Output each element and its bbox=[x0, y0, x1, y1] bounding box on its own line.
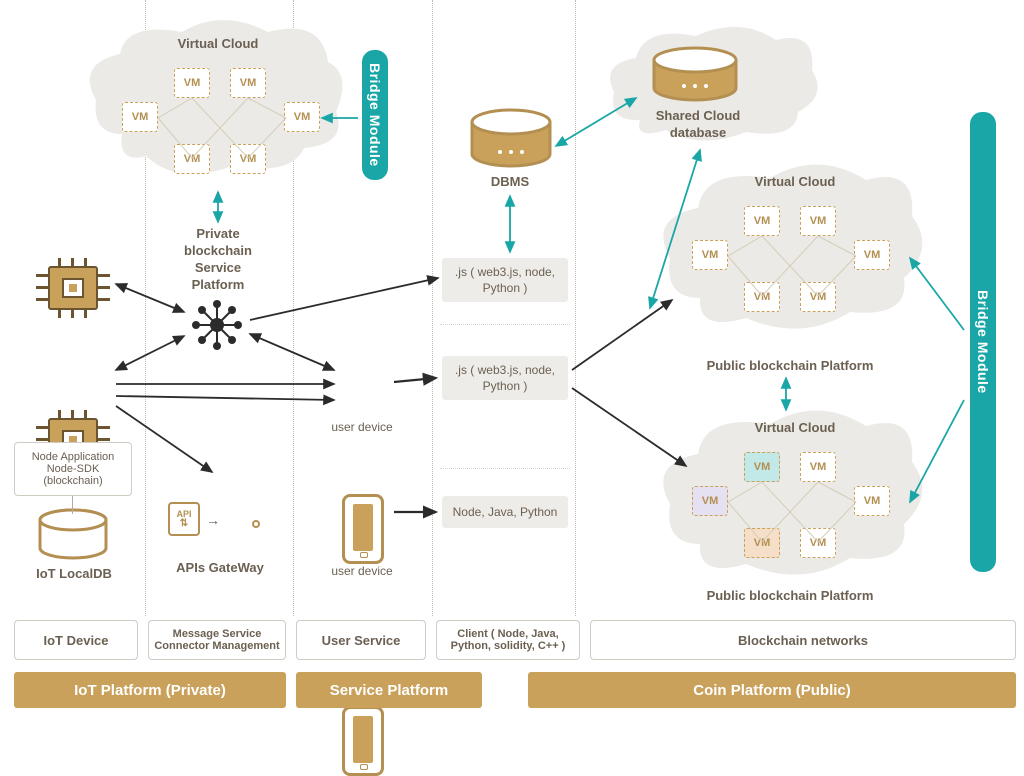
cloud-pub2-title: Virtual Cloud bbox=[740, 420, 850, 437]
cloud-gear-dot bbox=[252, 520, 260, 528]
api-gateway-label: APIs GateWay bbox=[160, 560, 280, 577]
js-box-1: .js ( web3.js, node, Python ) bbox=[442, 258, 568, 302]
localdb-cylinder bbox=[36, 508, 110, 562]
tier-msg: Message Service Connector Management bbox=[148, 620, 286, 660]
node-app-box: Node Application Node-SDK (blockchain) bbox=[14, 442, 132, 496]
api-box-icon: API ⇅ bbox=[168, 502, 200, 536]
shared-db-cylinder bbox=[648, 46, 742, 106]
dbms-cylinder bbox=[466, 108, 556, 172]
phone-icon bbox=[342, 706, 384, 776]
tier-iot-device: IoT Device bbox=[14, 620, 138, 660]
shared-cloud-title: Shared Cloud database bbox=[628, 108, 768, 142]
arrow-small: → bbox=[206, 512, 220, 528]
phone-icon bbox=[342, 494, 384, 564]
hub-icon bbox=[190, 298, 244, 352]
vm-connectors-pub2 bbox=[692, 452, 892, 562]
connector-line bbox=[72, 496, 73, 514]
tier-client: Client ( Node, Java, Python, solidity, C… bbox=[436, 620, 580, 660]
platform-coin: Coin Platform (Public) bbox=[528, 672, 1016, 708]
tier-user-service: User Service bbox=[296, 620, 426, 660]
dbms-label: DBMS bbox=[480, 174, 540, 191]
node-box: Node, Java, Python bbox=[442, 496, 568, 528]
vm-connectors-pub1 bbox=[692, 206, 892, 316]
chip-icon bbox=[36, 258, 110, 318]
cloud-left-title: Virtual Cloud bbox=[158, 36, 278, 53]
platform-service: Service Platform bbox=[296, 672, 482, 708]
user-device-label: user device bbox=[314, 420, 410, 436]
divider bbox=[440, 324, 570, 325]
tier-bc-networks: Blockchain networks bbox=[590, 620, 1016, 660]
private-platform-label: Private blockchain Service Platform bbox=[168, 226, 268, 294]
localdb-label: IoT LocalDB bbox=[24, 566, 124, 583]
vm-connectors-left bbox=[122, 68, 322, 178]
pub-platform-label-1: Public blockchain Platform bbox=[680, 358, 900, 375]
divider bbox=[440, 468, 570, 469]
js-box-2: .js ( web3.js, node, Python ) bbox=[442, 356, 568, 400]
user-device-label: user device bbox=[314, 564, 410, 580]
pub-platform-label-2: Public blockchain Platform bbox=[680, 588, 900, 605]
cloud-pub1-title: Virtual Cloud bbox=[740, 174, 850, 191]
bridge-module-left: Bridge Module bbox=[362, 50, 388, 180]
bridge-module-right: Bridge Module bbox=[970, 112, 996, 572]
platform-iot: IoT Platform (Private) bbox=[14, 672, 286, 708]
